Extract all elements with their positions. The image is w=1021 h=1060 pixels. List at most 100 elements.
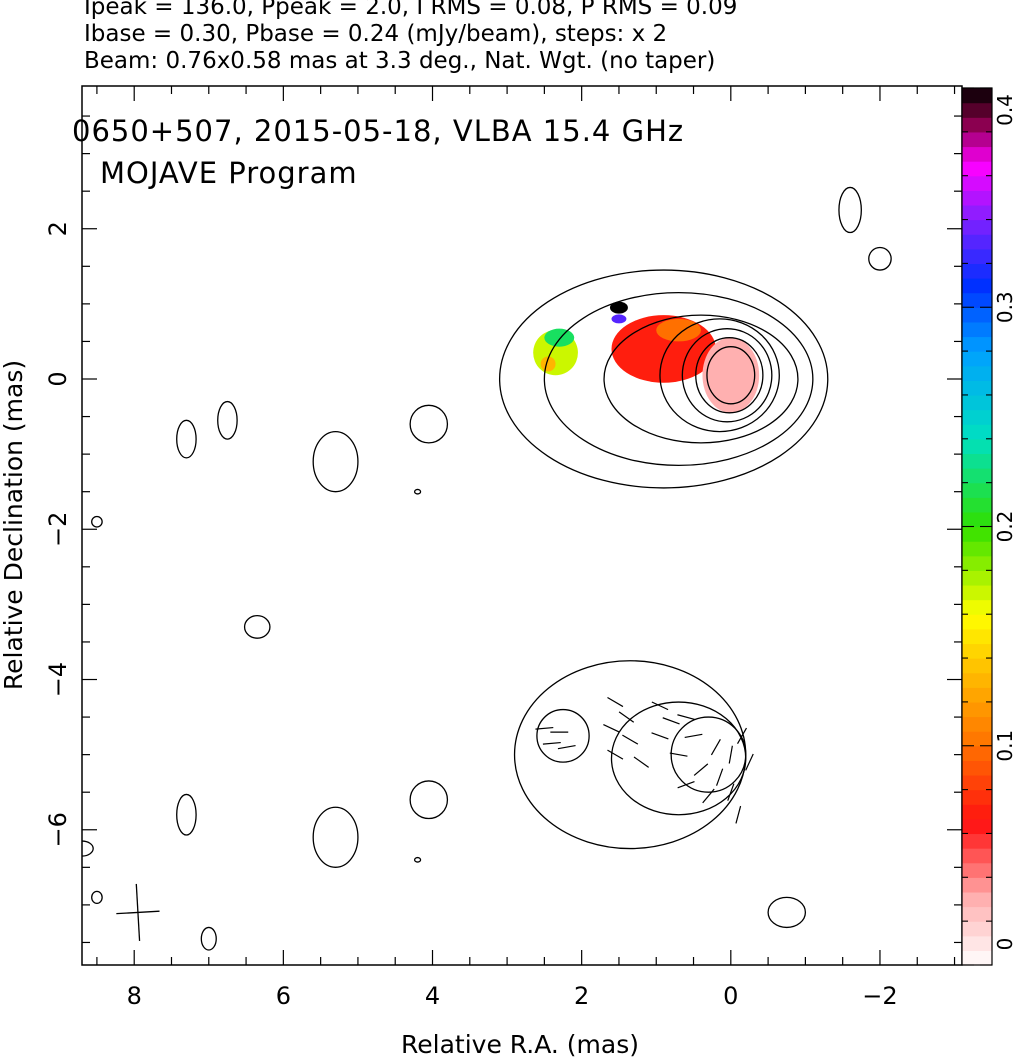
fpol-patch: [611, 314, 627, 324]
colorbar-segment: [962, 278, 992, 294]
colorbar-segment: [962, 555, 992, 571]
contour-lower: [670, 716, 747, 793]
noise-contour: [838, 186, 862, 234]
evpa-vector: [702, 788, 715, 804]
plot-frame: [81, 85, 963, 966]
y-tick-label: −2: [44, 512, 72, 547]
beam-cross: [116, 883, 160, 941]
colorbar-segment: [962, 760, 992, 776]
colorbar-segment: [962, 424, 992, 440]
x-tick-label: −2: [862, 982, 897, 1010]
contour-upper: [603, 314, 799, 444]
colorbar-segment: [962, 497, 992, 513]
colorbar-segment: [962, 701, 992, 718]
header-beam-info: Beam: 0.76x0.58 mas at 3.3 deg., Nat. Wg…: [84, 48, 716, 74]
contour-lower: [610, 701, 747, 816]
evpa-vector: [618, 711, 635, 723]
evpa-vectors: [535, 697, 754, 824]
evpa-vector: [710, 739, 721, 756]
evpa-vector: [669, 752, 688, 757]
evpa-vector: [677, 714, 695, 720]
colorbar-segment: [962, 877, 992, 893]
colorbar-segment: [962, 468, 992, 484]
colorbar-segment: [962, 804, 992, 820]
evpa-vector: [728, 745, 733, 764]
colorbar-segment: [962, 351, 992, 367]
colorbar-segment: [962, 438, 992, 455]
colorbar-segment: [962, 599, 992, 615]
colorbar-tick-label: 0: [993, 938, 1017, 951]
fractional-polarization-layer: [533, 301, 760, 413]
colorbar-segment: [962, 146, 992, 162]
evpa-vector: [535, 726, 554, 730]
colorbar-segment: [962, 394, 992, 411]
evpa-vector: [557, 744, 576, 750]
chart-title: 0650+507, 2015-05-18, VLBA 15.4 GHz: [72, 114, 685, 148]
colorbar-segment: [962, 614, 992, 630]
evpa-vector: [745, 753, 754, 771]
colorbar-segment: [962, 292, 992, 308]
evpa-vector: [607, 697, 624, 708]
colorbar-segment: [962, 307, 992, 323]
evpa-vector: [677, 781, 695, 789]
noise-contour: [176, 419, 197, 459]
colorbar: [961, 87, 993, 966]
evpa-vector: [737, 727, 747, 744]
colorbar-segment: [962, 321, 992, 338]
colorbar-tick-label: 0.2: [993, 511, 1017, 543]
x-tick-label: 8: [127, 982, 142, 1010]
noise-contour: [217, 400, 238, 440]
colorbar-tick-label: 0.1: [993, 730, 1017, 762]
x-tick-label: 2: [574, 982, 589, 1010]
colorbar-segment: [962, 88, 992, 104]
colorbar-segment: [962, 161, 992, 177]
x-tick-label: 6: [276, 982, 291, 1010]
colorbar-segment: [962, 204, 992, 221]
colorbar-tick-label: 0.4: [993, 94, 1017, 126]
fpol-patch: [540, 356, 556, 372]
fpol-patch: [702, 337, 760, 413]
colorbar-segment: [962, 862, 992, 878]
colorbar-segment: [962, 891, 992, 908]
colorbar-segment: [962, 131, 992, 148]
evpa-vector: [684, 733, 703, 739]
evpa-vector: [693, 763, 709, 776]
colorbar-segment: [962, 409, 992, 425]
colorbar-tick-label: 0.3: [993, 291, 1017, 323]
colorbar-segment: [962, 628, 992, 645]
colorbar-segment: [962, 511, 992, 528]
colorbar-segment: [962, 234, 992, 250]
colorbar-segment: [962, 380, 992, 396]
colorbar-segment: [962, 526, 992, 542]
y-axis-label: Relative Declination (mas): [0, 360, 28, 690]
evpa-vector: [542, 741, 561, 745]
y-tick-label: −6: [44, 812, 72, 847]
evpa-vector: [716, 768, 724, 786]
evpa-vector: [651, 732, 669, 740]
colorbar-segment: [962, 672, 992, 688]
noise-contour: [243, 615, 271, 639]
colorbar-segment: [962, 774, 992, 791]
evpa-vector: [603, 723, 620, 733]
contour-upper: [659, 318, 780, 433]
noise-contour: [200, 926, 217, 951]
colorbar-segment: [962, 365, 992, 381]
noise-contour: [409, 404, 449, 444]
y-tick-label: 2: [44, 221, 72, 236]
fpol-patch: [610, 301, 628, 314]
colorbar-segment: [962, 716, 992, 732]
colorbar-segment: [962, 102, 992, 118]
contour-upper: [498, 269, 829, 489]
colorbar-segment: [962, 190, 992, 206]
contour-upper: [695, 337, 764, 414]
evpa-vector: [735, 805, 742, 824]
noise-contour: [868, 246, 892, 271]
colorbar-segment: [962, 818, 992, 835]
noise-contour: [413, 488, 422, 495]
colorbar-segment: [962, 453, 992, 469]
contour-upper: [706, 346, 756, 405]
noise-contour: [91, 515, 103, 528]
axis-ticks: [82, 86, 962, 965]
total-intensity-contours: [82, 186, 892, 951]
noise-contour: [176, 793, 197, 836]
